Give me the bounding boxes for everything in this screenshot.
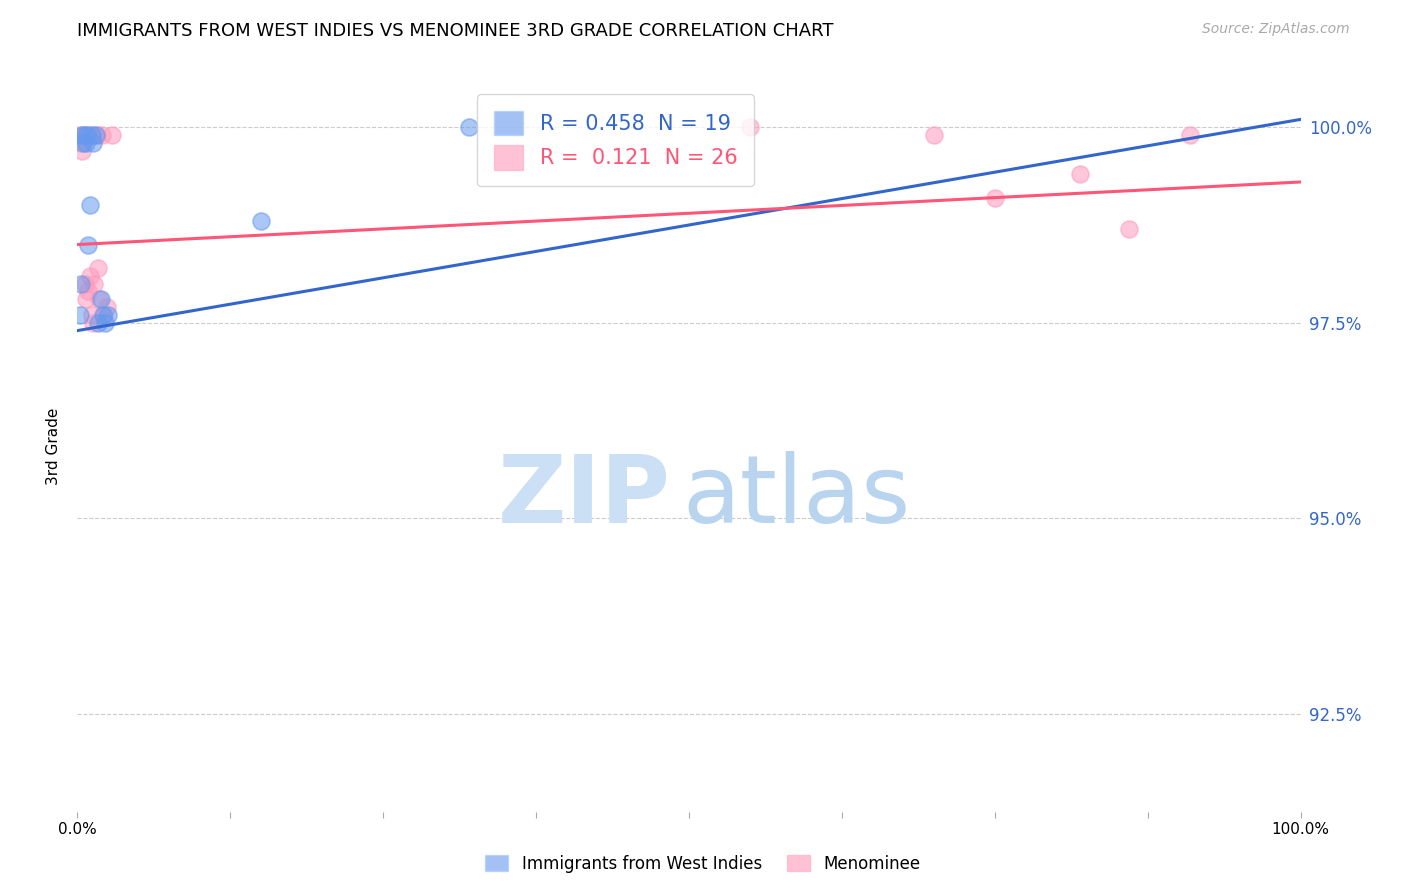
Point — [83, 277, 105, 291]
Point — [91, 308, 114, 322]
Text: atlas: atlas — [683, 451, 911, 543]
Point — [70, 144, 93, 158]
Point — [72, 136, 94, 150]
Point — [77, 237, 100, 252]
Point — [73, 128, 96, 142]
Point — [69, 308, 91, 322]
Point — [73, 277, 96, 291]
Point — [70, 128, 93, 142]
Point — [922, 128, 945, 142]
Point — [86, 128, 108, 142]
Point — [94, 316, 117, 330]
Point — [76, 128, 98, 142]
Point — [76, 128, 98, 142]
Point — [1180, 128, 1202, 142]
Point — [77, 285, 100, 299]
Point — [70, 277, 93, 291]
Text: ZIP: ZIP — [498, 451, 671, 543]
Point — [90, 293, 112, 307]
Point — [80, 128, 103, 142]
Point — [89, 293, 111, 307]
Point — [72, 128, 94, 142]
Point — [96, 300, 118, 314]
Point — [1069, 167, 1091, 181]
Point — [84, 128, 107, 142]
Point — [97, 308, 120, 322]
Y-axis label: 3rd Grade: 3rd Grade — [46, 408, 62, 484]
Point — [457, 120, 479, 135]
Point — [80, 128, 103, 142]
Point — [984, 191, 1007, 205]
Point — [87, 316, 110, 330]
Point — [740, 120, 762, 135]
Point — [1118, 222, 1140, 236]
Point — [80, 308, 103, 322]
Point — [79, 268, 101, 283]
Point — [250, 214, 273, 228]
Point — [75, 136, 97, 150]
Point — [69, 128, 91, 142]
Point — [93, 308, 115, 322]
Point — [79, 198, 101, 212]
Point — [100, 128, 122, 142]
Legend: R = 0.458  N = 19, R =  0.121  N = 26: R = 0.458 N = 19, R = 0.121 N = 26 — [477, 95, 754, 186]
Point — [82, 316, 104, 330]
Point — [75, 293, 97, 307]
Text: Source: ZipAtlas.com: Source: ZipAtlas.com — [1202, 22, 1350, 37]
Text: IMMIGRANTS FROM WEST INDIES VS MENOMINEE 3RD GRADE CORRELATION CHART: IMMIGRANTS FROM WEST INDIES VS MENOMINEE… — [77, 22, 834, 40]
Point — [70, 136, 93, 150]
Point — [82, 136, 104, 150]
Legend: Immigrants from West Indies, Menominee: Immigrants from West Indies, Menominee — [478, 848, 928, 880]
Point — [87, 260, 110, 275]
Point — [90, 128, 112, 142]
